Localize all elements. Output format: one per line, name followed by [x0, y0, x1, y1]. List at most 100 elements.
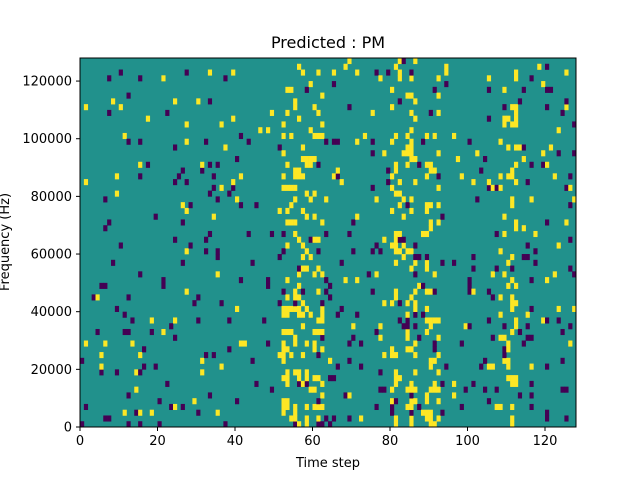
heatmap-cell [297, 63, 302, 70]
heatmap-cell [432, 340, 437, 347]
heatmap-cell [374, 328, 379, 336]
heatmap-cell [130, 340, 135, 347]
heatmap-cell [514, 115, 519, 122]
heatmap-cell [285, 380, 290, 387]
heatmap-cell [424, 305, 430, 312]
heatmap-cell [471, 265, 476, 272]
heatmap-cell [393, 380, 399, 387]
heatmap-cell [506, 346, 511, 353]
heatmap-cell [300, 288, 306, 295]
heatmap-cell [417, 254, 422, 261]
heatmap-cell [572, 121, 577, 128]
heatmap-cell [413, 305, 418, 312]
heatmap-cell [238, 277, 244, 284]
heatmap-cell [207, 230, 213, 238]
heatmap-cell [297, 115, 302, 122]
heatmap-cell [289, 219, 294, 226]
heatmap-cell [510, 294, 515, 301]
heatmap-cell [424, 288, 430, 295]
heatmap-cell [409, 392, 414, 399]
heatmap-cell [103, 282, 108, 289]
heatmap-cell [235, 398, 240, 405]
heatmap-cell [173, 403, 178, 411]
heatmap-cell [126, 294, 131, 301]
heatmap-cell [486, 115, 492, 122]
heatmap-cell [355, 69, 360, 76]
heatmap-cell [498, 173, 503, 180]
heatmap-cell [320, 311, 325, 318]
heatmap-cell [281, 150, 286, 157]
heatmap-cell [409, 144, 414, 151]
heatmap-cell [382, 150, 387, 157]
heatmap-cell [514, 144, 519, 151]
heatmap-cell [142, 363, 147, 370]
heatmap-cell [269, 386, 275, 393]
heatmap-cell [347, 392, 352, 399]
x-axis-label: Time step [295, 456, 360, 471]
heatmap-cell [316, 288, 321, 295]
heatmap-cell [525, 311, 530, 318]
heatmap-cell [149, 328, 154, 336]
heatmap-cell [293, 167, 298, 174]
heatmap-cell [502, 323, 507, 330]
heatmap-cell [316, 248, 321, 255]
heatmap-cell [331, 415, 337, 422]
heatmap-cell [304, 248, 309, 255]
heatmap-cell [409, 69, 414, 76]
heatmap-cell [413, 115, 418, 122]
heatmap-cell [405, 92, 410, 99]
heatmap-cell [320, 334, 325, 341]
heatmap-cell [304, 380, 309, 387]
heatmap-cell [486, 75, 492, 82]
heatmap-cell [324, 415, 329, 422]
heatmap-cell [293, 294, 298, 301]
heatmap-cell [564, 386, 569, 393]
heatmap-cell [502, 271, 507, 278]
heatmap-cell [397, 98, 402, 105]
heatmap-cell [486, 184, 492, 191]
heatmap-cell [409, 138, 414, 145]
heatmap-cell [281, 357, 286, 364]
heatmap-cell [479, 167, 484, 174]
heatmap-cell [506, 144, 511, 151]
heatmap-cell [424, 392, 430, 399]
heatmap-cell [409, 380, 414, 387]
heatmap-cell [436, 415, 441, 422]
heatmap-cell [304, 305, 309, 312]
heatmap-cell [297, 236, 302, 243]
heatmap-cell [545, 317, 550, 324]
heatmap-cell [444, 81, 449, 88]
heatmap-cell [393, 369, 399, 376]
heatmap-cell [506, 375, 511, 382]
heatmap-cell [293, 305, 298, 312]
heatmap-cell [564, 98, 569, 105]
heatmap-cell [285, 346, 290, 353]
heatmap-cell [200, 357, 205, 364]
heatmap-cell [285, 375, 290, 382]
heatmap-cell [266, 277, 271, 284]
heatmap-cell [541, 317, 546, 324]
heatmap-cell [440, 259, 445, 266]
heatmap-cell [490, 184, 495, 191]
heatmap-cell [103, 340, 108, 347]
heatmap-cell [436, 202, 441, 209]
heatmap-cell [285, 328, 290, 336]
heatmap-cell [545, 277, 550, 284]
heatmap-cell [308, 127, 313, 134]
heatmap-cell [486, 86, 492, 93]
heatmap-cell [293, 219, 298, 226]
heatmap-cell [498, 403, 503, 411]
heatmap-cell [351, 323, 356, 330]
heatmap-cell [521, 340, 526, 347]
heatmap-cell [393, 242, 399, 249]
heatmap-cell [436, 386, 441, 393]
heatmap-cell [424, 173, 430, 180]
heatmap-cell [405, 311, 410, 318]
heatmap-cell [304, 415, 309, 422]
heatmap-cell [521, 144, 526, 151]
heatmap-cell [165, 380, 170, 387]
heatmap-cell [510, 254, 515, 261]
heatmap-cell [281, 121, 286, 128]
heatmap-cell [161, 75, 166, 82]
heatmap-cell [335, 138, 340, 145]
